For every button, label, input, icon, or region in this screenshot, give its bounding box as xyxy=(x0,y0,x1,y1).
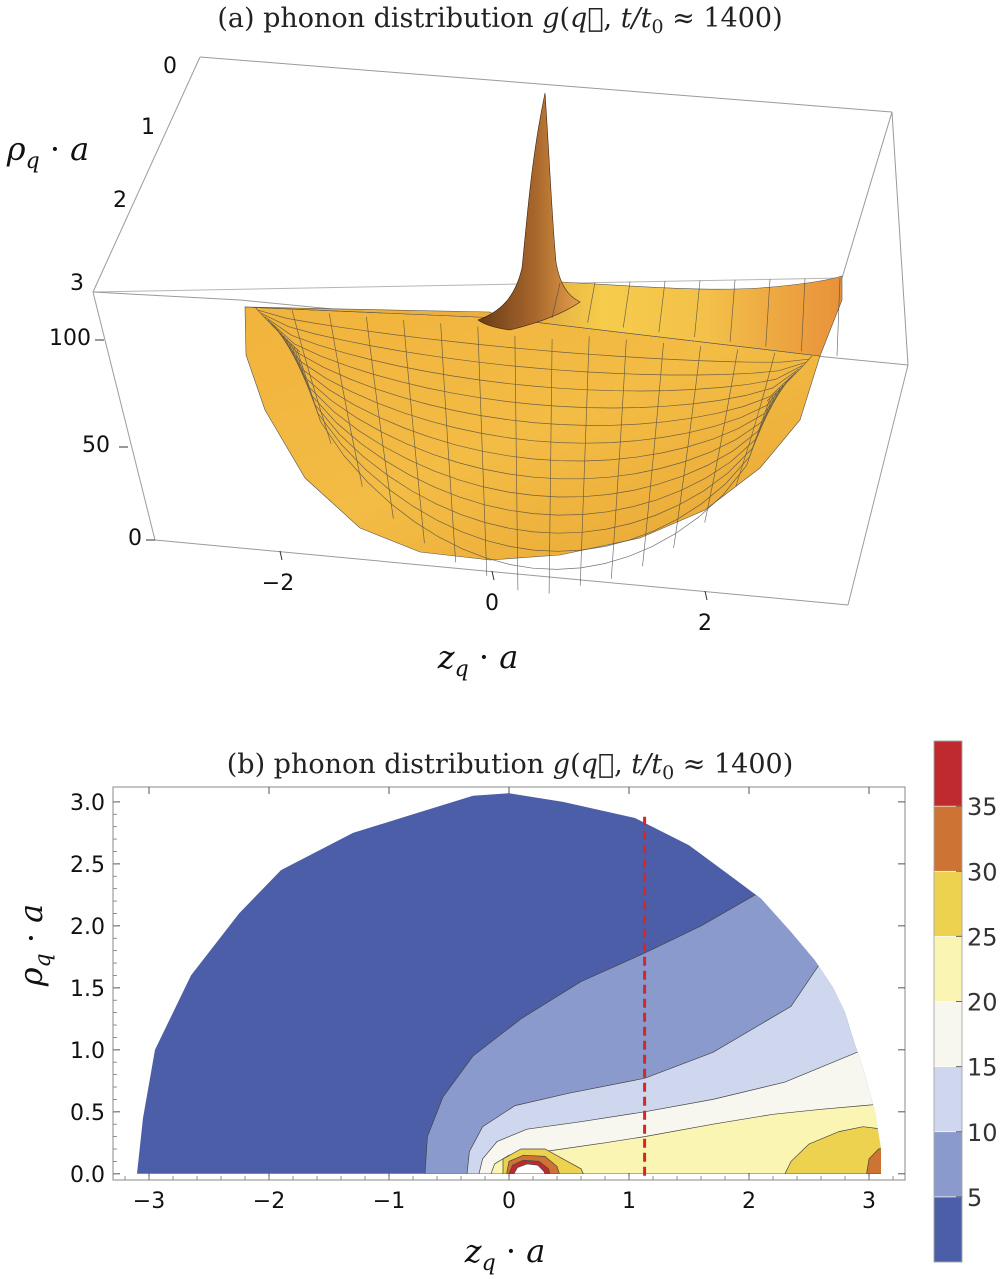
mesh-line xyxy=(291,310,332,444)
axis-label: ρq · a xyxy=(6,130,90,174)
panel-a-x-axis-label: zq · a xyxy=(437,638,519,682)
tick-label: −2 xyxy=(262,571,294,596)
tick-label: 2 xyxy=(698,611,712,636)
mesh-line xyxy=(328,313,363,487)
x-tick-label: 3 xyxy=(862,1189,876,1214)
axis-label: zq · a xyxy=(464,1232,546,1276)
panel-a-title: (a) phonon distribution g(q⃗, t/t0 ≈ 140… xyxy=(217,3,782,38)
tick-label: 100 xyxy=(49,326,91,351)
mesh-line xyxy=(261,313,806,376)
mesh-line xyxy=(274,326,793,444)
mesh-line xyxy=(766,355,813,402)
tick-label: 1 xyxy=(141,115,155,140)
y-tick-label: 2.0 xyxy=(70,915,105,940)
colorbar-segment xyxy=(933,870,963,937)
panel-a-y-axis-label: ρq · a xyxy=(6,130,90,174)
mesh-line xyxy=(704,349,739,523)
axis-label: zq · a xyxy=(437,638,519,682)
y-tick-label: 0.0 xyxy=(70,1163,105,1188)
axis-label: ρq · a xyxy=(12,904,56,988)
colorbar-segment xyxy=(933,1066,963,1133)
mesh-line xyxy=(622,281,631,328)
mesh-line xyxy=(277,329,790,462)
colorbar-tick-label: 30 xyxy=(967,858,998,886)
colorbar-segment xyxy=(933,936,963,1002)
tick-label: 0 xyxy=(128,526,142,551)
tick-label: 0 xyxy=(485,591,499,616)
colorbar: 5 10 15 20 25 30 35 xyxy=(933,740,998,1263)
mesh-line xyxy=(694,280,701,338)
y-tick-label: 1.0 xyxy=(70,1039,105,1064)
contour-level-30-35 xyxy=(866,1146,881,1174)
mesh-line xyxy=(836,277,841,357)
panel-a-surface-plot: (a) phonon distribution g(q⃗, t/t0 ≈ 140… xyxy=(6,3,909,682)
colorbar-tick-label: 5 xyxy=(967,1184,982,1212)
panel-b-title: (b) phonon distribution g(q⃗, t/t0 ≈ 140… xyxy=(227,749,793,784)
x-tick-label: −1 xyxy=(373,1189,405,1214)
mesh-line xyxy=(765,279,771,347)
mesh-line xyxy=(283,335,784,498)
mesh-line xyxy=(514,335,519,591)
panel-a-ticks xyxy=(95,339,708,601)
surface-front xyxy=(244,306,821,561)
panel-b-y-axis-label: ρq · a xyxy=(12,904,56,988)
y-tick-label: 3.0 xyxy=(70,791,105,816)
tick-label: 2 xyxy=(113,188,127,213)
y-tick-label: 0.5 xyxy=(70,1101,105,1126)
tick-label: 50 xyxy=(82,433,110,458)
contour-regions xyxy=(137,793,881,1174)
mesh-line xyxy=(548,339,553,594)
panel-b-x-axis-label: zq · a xyxy=(464,1232,546,1276)
mesh-line xyxy=(264,316,803,392)
colorbar-segment xyxy=(933,805,963,872)
y-tick-label: 2.5 xyxy=(70,853,105,878)
colorbar-segment xyxy=(933,740,963,807)
mesh-line xyxy=(403,320,425,544)
surface-mesh xyxy=(254,277,841,594)
colorbar-segment xyxy=(933,1131,963,1198)
mesh-line xyxy=(286,338,781,516)
mesh-line xyxy=(551,282,561,319)
mesh-line xyxy=(658,281,666,333)
x-tick-label: 2 xyxy=(742,1189,756,1214)
mesh-line xyxy=(270,322,797,426)
mesh-line xyxy=(587,282,596,323)
contour-level-25-30 xyxy=(784,1126,881,1174)
mesh-line xyxy=(258,309,809,363)
colorbar-segment xyxy=(933,1001,963,1067)
x-tick-label: 0 xyxy=(502,1189,516,1214)
colorbar-tick-label: 15 xyxy=(967,1054,998,1082)
tick-label: 0 xyxy=(163,54,177,79)
colorbar-tick-label: 25 xyxy=(967,923,998,951)
x-tick-label: −2 xyxy=(253,1189,285,1214)
colorbar-tick-label: 20 xyxy=(967,989,998,1017)
mesh-line xyxy=(280,332,787,480)
panel-b-contour-plot: (b) phonon distribution g(q⃗, t/t0 ≈ 140… xyxy=(12,740,998,1276)
y-tick-label: 1.5 xyxy=(70,977,105,1002)
tick-label: 3 xyxy=(70,271,84,296)
surface-peak xyxy=(477,92,581,331)
mesh-line xyxy=(290,342,777,534)
colorbar-tick-label: 10 xyxy=(967,1119,998,1147)
colorbar-tick-label: 35 xyxy=(967,793,998,821)
mesh-line xyxy=(267,319,800,409)
mesh-line xyxy=(293,345,774,552)
x-tick-label: −3 xyxy=(133,1189,165,1214)
panel-b-ticks: −3 −2 −1 0 1 2 3 0.0 0.5 1.0 1.5 2.0 2.5 3.0 xyxy=(70,787,905,1214)
mesh-line xyxy=(735,352,776,487)
contour-hole xyxy=(513,1163,546,1174)
mesh-line xyxy=(801,278,806,352)
x-tick-label: 1 xyxy=(622,1189,636,1214)
colorbar-segment xyxy=(933,1196,963,1263)
mesh-line xyxy=(729,279,736,342)
mesh-line xyxy=(296,348,771,570)
